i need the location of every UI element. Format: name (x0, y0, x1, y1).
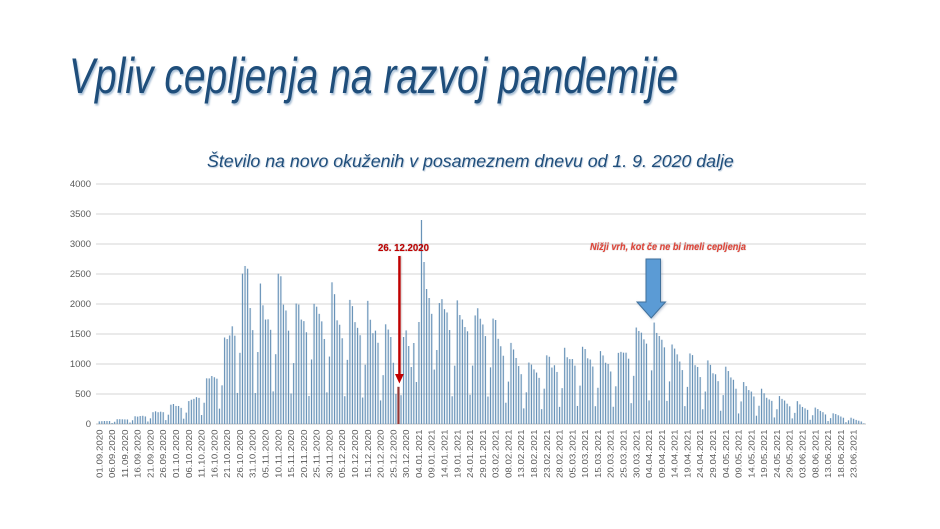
svg-text:23.02.2021: 23.02.2021 (542, 429, 552, 478)
svg-text:05.11.2020: 05.11.2020 (261, 429, 271, 478)
svg-text:13.02.2021: 13.02.2021 (516, 429, 526, 478)
svg-text:13.06.2021: 13.06.2021 (823, 429, 833, 478)
svg-text:04.05.2021: 04.05.2021 (721, 429, 731, 478)
svg-text:08.02.2021: 08.02.2021 (503, 429, 513, 478)
svg-text:18.06.2021: 18.06.2021 (836, 429, 846, 478)
svg-text:29.05.2021: 29.05.2021 (785, 429, 795, 478)
svg-text:08.06.2021: 08.06.2021 (810, 429, 820, 478)
svg-text:19.05.2021: 19.05.2021 (759, 429, 769, 478)
svg-text:21.09.2020: 21.09.2020 (145, 429, 155, 478)
svg-text:06.10.2020: 06.10.2020 (184, 429, 194, 478)
svg-text:10.03.2021: 10.03.2021 (580, 429, 590, 478)
svg-text:01.09.2020: 01.09.2020 (94, 429, 104, 478)
svg-text:15.11.2020: 15.11.2020 (286, 429, 296, 478)
svg-text:15.12.2020: 15.12.2020 (363, 429, 373, 478)
svg-text:15.03.2021: 15.03.2021 (593, 429, 603, 478)
svg-text:30.03.2021: 30.03.2021 (631, 429, 641, 478)
svg-text:16.10.2020: 16.10.2020 (209, 429, 219, 478)
svg-text:14.05.2021: 14.05.2021 (746, 429, 756, 478)
svg-text:25.03.2021: 25.03.2021 (618, 429, 628, 478)
svg-text:Nižji vrh, kot če ne bi imeli: Nižji vrh, kot če ne bi imeli cepljenja (590, 242, 746, 253)
svg-text:11.09.2020: 11.09.2020 (120, 429, 130, 478)
svg-text:4000: 4000 (70, 179, 91, 190)
svg-text:24.01.2021: 24.01.2021 (465, 429, 475, 478)
svg-text:20.12.2020: 20.12.2020 (376, 429, 386, 478)
svg-text:29.01.2021: 29.01.2021 (478, 429, 488, 478)
svg-text:20.11.2020: 20.11.2020 (299, 429, 309, 478)
svg-text:09.01.2021: 09.01.2021 (427, 429, 437, 478)
svg-text:3000: 3000 (70, 239, 91, 250)
svg-text:24.05.2021: 24.05.2021 (772, 429, 782, 478)
svg-text:1500: 1500 (70, 329, 91, 340)
svg-text:16.09.2020: 16.09.2020 (133, 429, 143, 478)
svg-text:31.10.2020: 31.10.2020 (248, 429, 258, 478)
svg-text:19.04.2021: 19.04.2021 (682, 429, 692, 478)
svg-text:09.04.2021: 09.04.2021 (657, 429, 667, 478)
svg-text:2500: 2500 (70, 269, 91, 280)
svg-text:09.05.2021: 09.05.2021 (734, 429, 744, 478)
svg-text:18.02.2021: 18.02.2021 (529, 429, 539, 478)
svg-text:500: 500 (75, 389, 91, 400)
svg-text:2000: 2000 (70, 299, 91, 310)
svg-text:03.06.2021: 03.06.2021 (797, 429, 807, 478)
svg-text:10.12.2020: 10.12.2020 (350, 429, 360, 478)
svg-text:14.04.2021: 14.04.2021 (670, 429, 680, 478)
svg-text:25.11.2020: 25.11.2020 (312, 429, 322, 478)
svg-text:29.04.2021: 29.04.2021 (708, 429, 718, 478)
svg-text:30.12.2020: 30.12.2020 (401, 429, 411, 478)
svg-text:19.01.2021: 19.01.2021 (452, 429, 462, 478)
svg-text:30.11.2020: 30.11.2020 (324, 429, 334, 478)
svg-text:26.10.2020: 26.10.2020 (235, 429, 245, 478)
svg-text:25.12.2020: 25.12.2020 (388, 429, 398, 478)
svg-text:28.02.2021: 28.02.2021 (555, 429, 565, 478)
svg-text:03.02.2021: 03.02.2021 (491, 429, 501, 478)
svg-text:20.03.2021: 20.03.2021 (606, 429, 616, 478)
svg-text:10.11.2020: 10.11.2020 (273, 429, 283, 478)
svg-text:0: 0 (86, 419, 91, 430)
svg-text:14.01.2021: 14.01.2021 (440, 429, 450, 478)
svg-text:24.04.2021: 24.04.2021 (695, 429, 705, 478)
svg-text:3500: 3500 (70, 209, 91, 220)
svg-text:06.09.2020: 06.09.2020 (107, 429, 117, 478)
svg-text:1000: 1000 (70, 359, 91, 370)
svg-text:05.12.2020: 05.12.2020 (337, 429, 347, 478)
svg-text:21.10.2020: 21.10.2020 (222, 429, 232, 478)
svg-text:01.10.2020: 01.10.2020 (171, 429, 181, 478)
svg-text:11.10.2020: 11.10.2020 (197, 429, 207, 478)
svg-text:04.04.2021: 04.04.2021 (644, 429, 654, 478)
svg-text:26. 12.2020: 26. 12.2020 (378, 243, 429, 254)
svg-text:23.06.2021: 23.06.2021 (849, 429, 859, 478)
svg-text:26.09.2020: 26.09.2020 (158, 429, 168, 478)
svg-text:05.03.2021: 05.03.2021 (567, 429, 577, 478)
svg-text:04.01.2021: 04.01.2021 (414, 429, 424, 478)
